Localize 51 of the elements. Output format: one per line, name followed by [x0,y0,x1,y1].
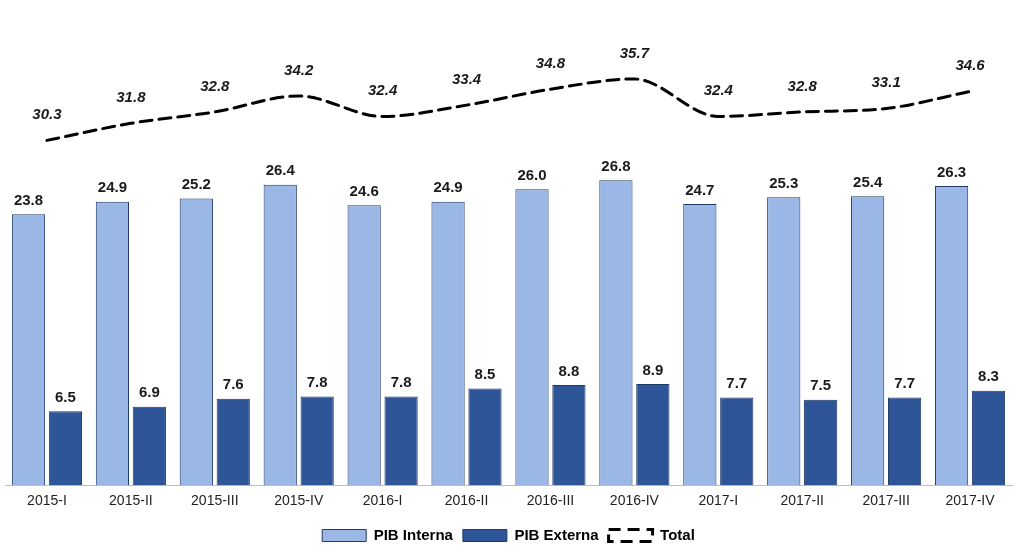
x-tick-label: 2016-II [444,492,489,509]
data-label: 25.4 [853,172,883,190]
data-label: 34.8 [535,53,566,71]
data-label: 26.8 [601,156,631,174]
x-tick-label: 2015-IV [274,492,324,509]
x-tick-label: 2017-I [698,492,739,509]
data-label: 6.5 [54,387,76,405]
legend-label: Total [660,525,695,543]
data-label: 25.2 [181,175,211,193]
x-tick-label: 2017-IV [945,492,996,509]
data-label: 32.4 [703,81,734,99]
x-tick-label: 2015-III [191,492,239,509]
data-label: 31.8 [116,87,147,105]
data-label: 32.4 [368,81,398,99]
legend-label: PIB Externa [514,525,600,543]
data-label: 30.3 [32,105,63,123]
data-label: 8.8 [558,361,580,379]
data-label: 7.7 [894,374,916,392]
data-label: 8.9 [642,360,664,378]
data-label: 26.3 [936,162,967,180]
data-label: 33.1 [871,73,901,91]
data-label: 35.7 [619,43,650,61]
data-label: 34.6 [955,56,986,74]
data-label: 8.3 [978,367,999,385]
data-label: 7.6 [222,375,244,393]
x-tick-label: 2016-I [362,492,403,509]
data-label: 26.0 [517,165,547,183]
data-label: 8.5 [474,365,496,383]
data-label: 7.5 [810,376,832,394]
x-tick-label: 2016-IV [609,492,660,509]
data-label: 24.9 [97,178,128,196]
data-label: 33.4 [451,69,482,87]
data-label: 7.8 [306,373,328,391]
data-label: 24.9 [433,178,463,196]
x-tick-label: 2015-I [27,492,67,509]
data-label: 23.8 [13,191,44,208]
data-label: 32.8 [787,76,818,94]
x-tick-label: 2015-II [109,492,153,509]
x-tick-label: 2017-III [862,492,910,509]
data-label: 34.2 [284,60,314,78]
data-label: 7.8 [390,373,412,391]
data-label: 32.8 [200,76,231,94]
data-label: 24.6 [349,181,379,199]
data-label: 7.7 [726,374,748,392]
data-label: 25.3 [769,173,799,191]
data-label: 26.4 [265,161,296,179]
x-tick-label: 2016-III [526,492,575,509]
legend-label: PIB Interna [373,525,454,543]
data-label: 6.9 [138,383,160,401]
data-label: 24.7 [685,180,715,198]
x-tick-label: 2017-II [780,492,825,509]
